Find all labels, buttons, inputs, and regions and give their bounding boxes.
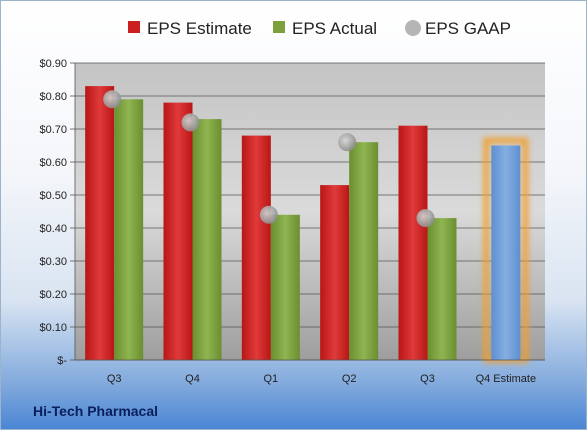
bar-eps-actual xyxy=(349,142,379,360)
y-tick-label: $0.30 xyxy=(39,256,67,268)
bar-eps-actual xyxy=(427,218,457,360)
legend-swatch xyxy=(273,21,285,33)
gaap-markers xyxy=(103,90,435,228)
y-tick-label: $0.10 xyxy=(39,322,67,334)
bar-eps-estimate xyxy=(163,102,193,360)
x-tick-label: Q4 Estimate xyxy=(476,373,537,385)
y-axis: $- $0.10 $0.20 $0.30 $0.40 $0.50 $0.60 $0.70 $0.… xyxy=(39,58,76,367)
company-name: Hi-Tech Pharmacal xyxy=(33,403,159,419)
y-tick-label: $0.40 xyxy=(39,223,67,235)
bars xyxy=(85,86,529,363)
legend-swatch xyxy=(128,21,140,33)
x-tick-label: Q2 xyxy=(342,373,357,385)
legend: EPS Estimate EPS Actual EPS GAAP xyxy=(128,19,511,38)
legend-swatch xyxy=(405,20,421,36)
y-tick-label: $0.70 xyxy=(39,124,67,136)
marker-eps-gaap xyxy=(259,205,278,224)
x-axis: Q3 Q4 Q1 Q2 Q3 Q4 Estimate xyxy=(75,359,545,385)
bar-eps-estimate xyxy=(398,125,428,360)
bar-eps-estimate xyxy=(320,185,350,360)
legend-label: EPS Estimate xyxy=(147,19,252,38)
bar-eps-actual xyxy=(114,99,144,361)
y-tick-label: $0.90 xyxy=(39,58,67,70)
x-tick-label: Q3 xyxy=(420,373,435,385)
bar-q4-estimate xyxy=(491,145,521,360)
y-tick-label: $- xyxy=(57,355,67,367)
y-tick-label: $0.50 xyxy=(39,190,67,202)
plot-area xyxy=(75,63,545,360)
marker-eps-gaap xyxy=(338,133,357,152)
eps-chart: EPS Estimate EPS Actual EPS GAAP $- $0.10 $0… xyxy=(39,19,545,385)
y-tick-label: $0.20 xyxy=(39,289,67,301)
bar-eps-actual xyxy=(270,214,300,360)
bar-eps-estimate xyxy=(85,86,115,360)
bar-eps-estimate xyxy=(241,135,271,360)
marker-eps-gaap xyxy=(181,113,200,132)
legend-label: EPS GAAP xyxy=(425,19,511,38)
legend-label: EPS Actual xyxy=(292,19,377,38)
x-tick-label: Q4 xyxy=(185,373,200,385)
y-tick-label: $0.60 xyxy=(39,157,67,169)
bar-eps-actual xyxy=(192,119,222,360)
marker-eps-gaap xyxy=(103,90,122,109)
marker-eps-gaap xyxy=(416,209,435,228)
x-tick-label: Q3 xyxy=(107,373,122,385)
y-tick-label: $0.80 xyxy=(39,91,67,103)
x-tick-label: Q1 xyxy=(263,373,278,385)
gridlines xyxy=(75,62,545,361)
